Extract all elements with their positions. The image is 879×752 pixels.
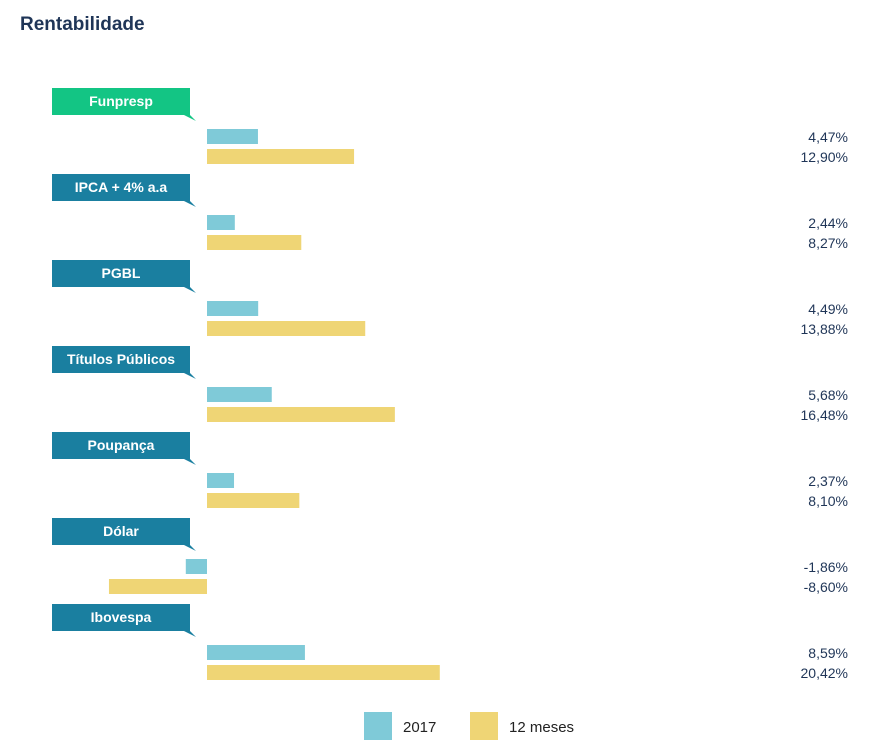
category-tag-funpresp <box>52 88 196 121</box>
category-tag-pgbl <box>52 260 196 293</box>
bar-titulos-publicos-12-meses <box>207 407 395 422</box>
legend-label-2017: 2017 <box>403 719 437 736</box>
bar-titulos-publicos-2017 <box>207 387 272 402</box>
value-label-ipca-4-a-a-2017: 2,44% <box>808 215 848 231</box>
category-label-pgbl: PGBL <box>102 265 141 281</box>
value-label-poupanca-2017: 2,37% <box>808 473 848 489</box>
value-label-ibovespa-12-meses: 20,42% <box>801 665 848 681</box>
value-label-dolar-2017: -1,86% <box>804 559 848 575</box>
category-tag-ipca-4-a-a <box>52 174 196 207</box>
legend-label-12-meses: 12 meses <box>509 719 575 736</box>
bar-funpresp-2017 <box>207 129 258 144</box>
bar-pgbl-12-meses <box>207 321 366 336</box>
bar-dolar-2017 <box>185 559 207 574</box>
bar-poupanca-2017 <box>207 473 235 488</box>
bar-funpresp-12-meses <box>207 149 355 164</box>
value-label-ibovespa-2017: 8,59% <box>808 645 848 661</box>
category-label-dolar: Dólar <box>103 523 139 539</box>
value-label-pgbl-12-meses: 13,88% <box>801 321 848 337</box>
bar-ipca-4-a-a-2017 <box>207 215 235 230</box>
bar-dolar-12-meses <box>108 579 207 594</box>
bar-pgbl-2017 <box>207 301 259 316</box>
value-label-poupanca-12-meses: 8,10% <box>808 493 848 509</box>
value-label-funpresp-2017: 4,47% <box>808 129 848 145</box>
bar-ibovespa-2017 <box>207 645 305 660</box>
category-tag-titulos-publicos <box>52 346 196 379</box>
value-label-pgbl-2017: 4,49% <box>808 301 848 317</box>
value-label-titulos-publicos-12-meses: 16,48% <box>801 407 848 423</box>
category-tag-ibovespa <box>52 604 196 637</box>
category-label-funpresp: Funpresp <box>89 93 153 109</box>
bar-ibovespa-12-meses <box>207 665 440 680</box>
category-tag-dolar <box>52 518 196 551</box>
category-tag-poupanca <box>52 432 196 465</box>
category-label-ibovespa: Ibovespa <box>91 609 152 625</box>
value-label-dolar-12-meses: -8,60% <box>804 579 848 595</box>
category-label-ipca-4-a-a: IPCA + 4% a.a <box>75 179 168 195</box>
legend-swatch-12-meses <box>470 712 498 740</box>
legend-swatch-2017 <box>364 712 392 740</box>
chart-title: Rentabilidade <box>20 14 145 35</box>
category-label-titulos-publicos: Títulos Públicos <box>67 351 175 367</box>
value-label-ipca-4-a-a-12-meses: 8,27% <box>808 235 848 251</box>
value-label-funpresp-12-meses: 12,90% <box>801 149 848 165</box>
bar-poupanca-12-meses <box>207 493 300 508</box>
category-label-poupanca: Poupança <box>88 437 155 453</box>
bar-ipca-4-a-a-12-meses <box>207 235 302 250</box>
value-label-titulos-publicos-2017: 5,68% <box>808 387 848 403</box>
